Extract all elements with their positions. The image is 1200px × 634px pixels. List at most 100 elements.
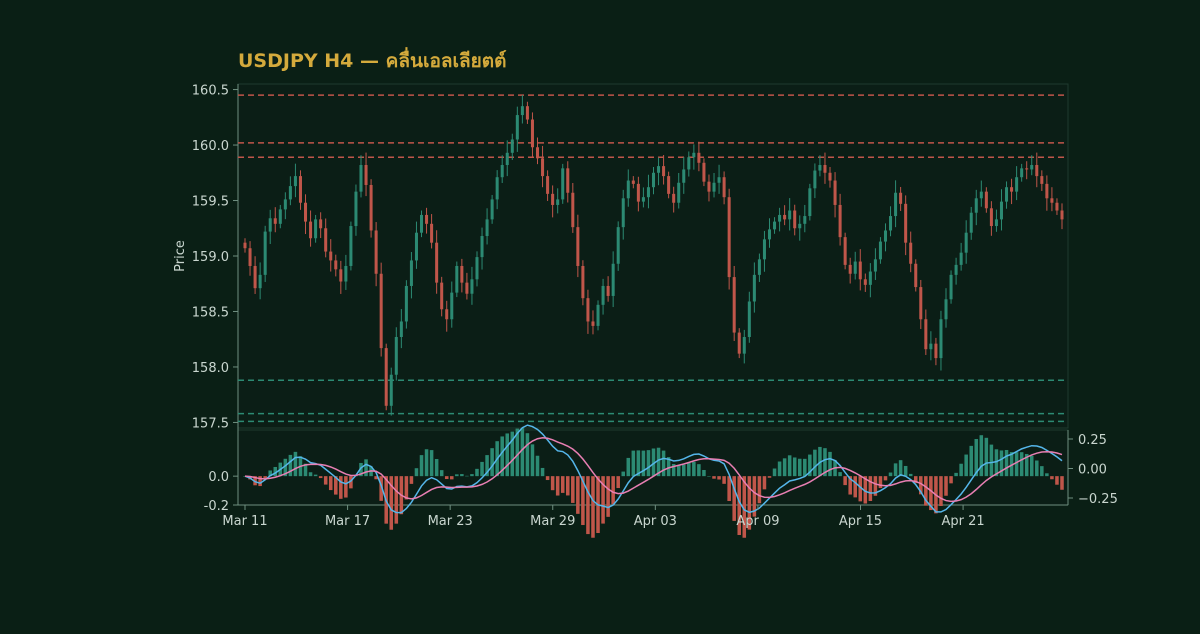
macd-histogram-bar xyxy=(737,476,741,535)
candle-body xyxy=(1060,210,1064,220)
candle-body xyxy=(329,251,333,261)
macd-histogram-bar xyxy=(283,458,288,477)
macd-histogram-bar xyxy=(540,467,545,477)
candle-body xyxy=(1045,183,1049,199)
macd-histogram-bar xyxy=(843,476,847,486)
y-axis-label: Price xyxy=(173,240,188,272)
macd-histogram-bar xyxy=(687,462,691,477)
macd-histogram-bar xyxy=(777,461,782,477)
candle-body xyxy=(379,273,383,349)
candle-body xyxy=(783,214,787,220)
macd-histogram-bar xyxy=(984,437,989,477)
macd-histogram-bar xyxy=(1040,466,1044,477)
macd-histogram-bar xyxy=(636,450,641,477)
macd-histogram-bar xyxy=(606,476,610,517)
candle-body xyxy=(838,204,842,238)
macd-histogram-bar xyxy=(646,450,651,477)
macd-histogram-bar xyxy=(666,457,671,477)
candle-body xyxy=(969,212,973,233)
candle-body xyxy=(994,219,998,227)
candle-body xyxy=(889,216,893,231)
macd-histogram-bar xyxy=(470,474,474,477)
macd-histogram-bar xyxy=(1024,453,1029,477)
candle-body xyxy=(712,182,716,192)
candle-body xyxy=(1020,168,1024,178)
macd-histogram-bar xyxy=(767,476,772,478)
candle-body xyxy=(571,192,575,228)
macd-histogram-bar xyxy=(379,476,383,501)
candle-body xyxy=(702,162,706,182)
y-tick-label: 159.0 xyxy=(192,250,229,265)
candle-body xyxy=(1035,165,1039,177)
candle-body xyxy=(858,261,862,280)
macd-y-tick-label: 0.0 xyxy=(208,470,229,485)
macd-histogram-bar xyxy=(288,454,293,477)
candle-body xyxy=(298,176,302,203)
macd-histogram-bar xyxy=(581,476,585,526)
candle-body xyxy=(949,274,953,300)
macd-histogram-bar xyxy=(268,470,272,477)
candle-body xyxy=(359,165,363,192)
macd-histogram-bar xyxy=(621,471,626,477)
macd-histogram-bar xyxy=(994,449,999,477)
macd-histogram-bar xyxy=(873,476,878,496)
candle-body xyxy=(914,263,918,288)
x-tick-label: Apr 21 xyxy=(941,514,984,529)
macd-histogram-bar xyxy=(1014,452,1019,477)
candle-body xyxy=(621,198,625,228)
macd-histogram-bar xyxy=(1050,476,1054,480)
x-tick-label: Mar 23 xyxy=(428,514,473,529)
candle-body xyxy=(909,242,913,264)
macd-histogram-bar xyxy=(888,472,893,477)
candle-body xyxy=(460,265,464,283)
candle-body xyxy=(283,199,287,210)
macd-right-tick-label: 0.00 xyxy=(1078,463,1107,478)
macd-histogram-bar xyxy=(490,448,494,477)
candle-body xyxy=(258,274,262,289)
candle-body xyxy=(364,165,368,185)
macd-histogram-bar xyxy=(389,476,394,530)
macd-histogram-bar xyxy=(702,469,706,477)
macd-histogram-bar xyxy=(1045,473,1049,477)
candle-body xyxy=(944,299,948,320)
candle-body xyxy=(646,187,650,198)
candle-body xyxy=(974,198,978,213)
candle-body xyxy=(611,263,615,296)
candle-body xyxy=(324,228,328,252)
candle-body xyxy=(268,218,272,232)
macd-histogram-bar xyxy=(258,476,262,487)
macd-histogram-bar xyxy=(631,450,636,477)
candle-body xyxy=(278,209,282,224)
candle-body xyxy=(989,208,993,227)
macd-histogram-bar xyxy=(500,436,504,477)
candle-body xyxy=(551,193,555,205)
x-tick-label: Mar 29 xyxy=(530,514,575,529)
macd-histogram-bar xyxy=(944,476,948,496)
candle-body xyxy=(601,285,605,305)
candle-body xyxy=(959,252,963,265)
price-panel xyxy=(237,83,1069,429)
candle-body xyxy=(762,239,766,260)
candle-body xyxy=(293,176,297,187)
macd-histogram-bar xyxy=(626,457,631,477)
macd-histogram-bar xyxy=(974,439,979,477)
macd-histogram-bar xyxy=(979,435,984,477)
macd-histogram-bar xyxy=(727,476,731,502)
candle-body xyxy=(273,218,277,224)
candle-body xyxy=(414,232,418,261)
macd-histogram-bar xyxy=(858,476,863,502)
candle-body xyxy=(808,188,812,217)
macd-histogram-bar xyxy=(707,476,711,477)
macd-right-tick-label: 0.25 xyxy=(1078,433,1107,448)
candle-body xyxy=(853,261,857,274)
candle-body xyxy=(662,166,666,177)
macd-histogram-bar xyxy=(989,444,994,477)
candle-body xyxy=(1055,202,1059,211)
candle-body xyxy=(304,202,308,222)
candle-body xyxy=(243,242,247,249)
x-tick-label: Apr 03 xyxy=(634,514,677,529)
macd-histogram-bar xyxy=(349,476,353,489)
candle-body xyxy=(1040,176,1044,184)
candle-body xyxy=(475,257,479,280)
candle-body xyxy=(576,227,580,266)
